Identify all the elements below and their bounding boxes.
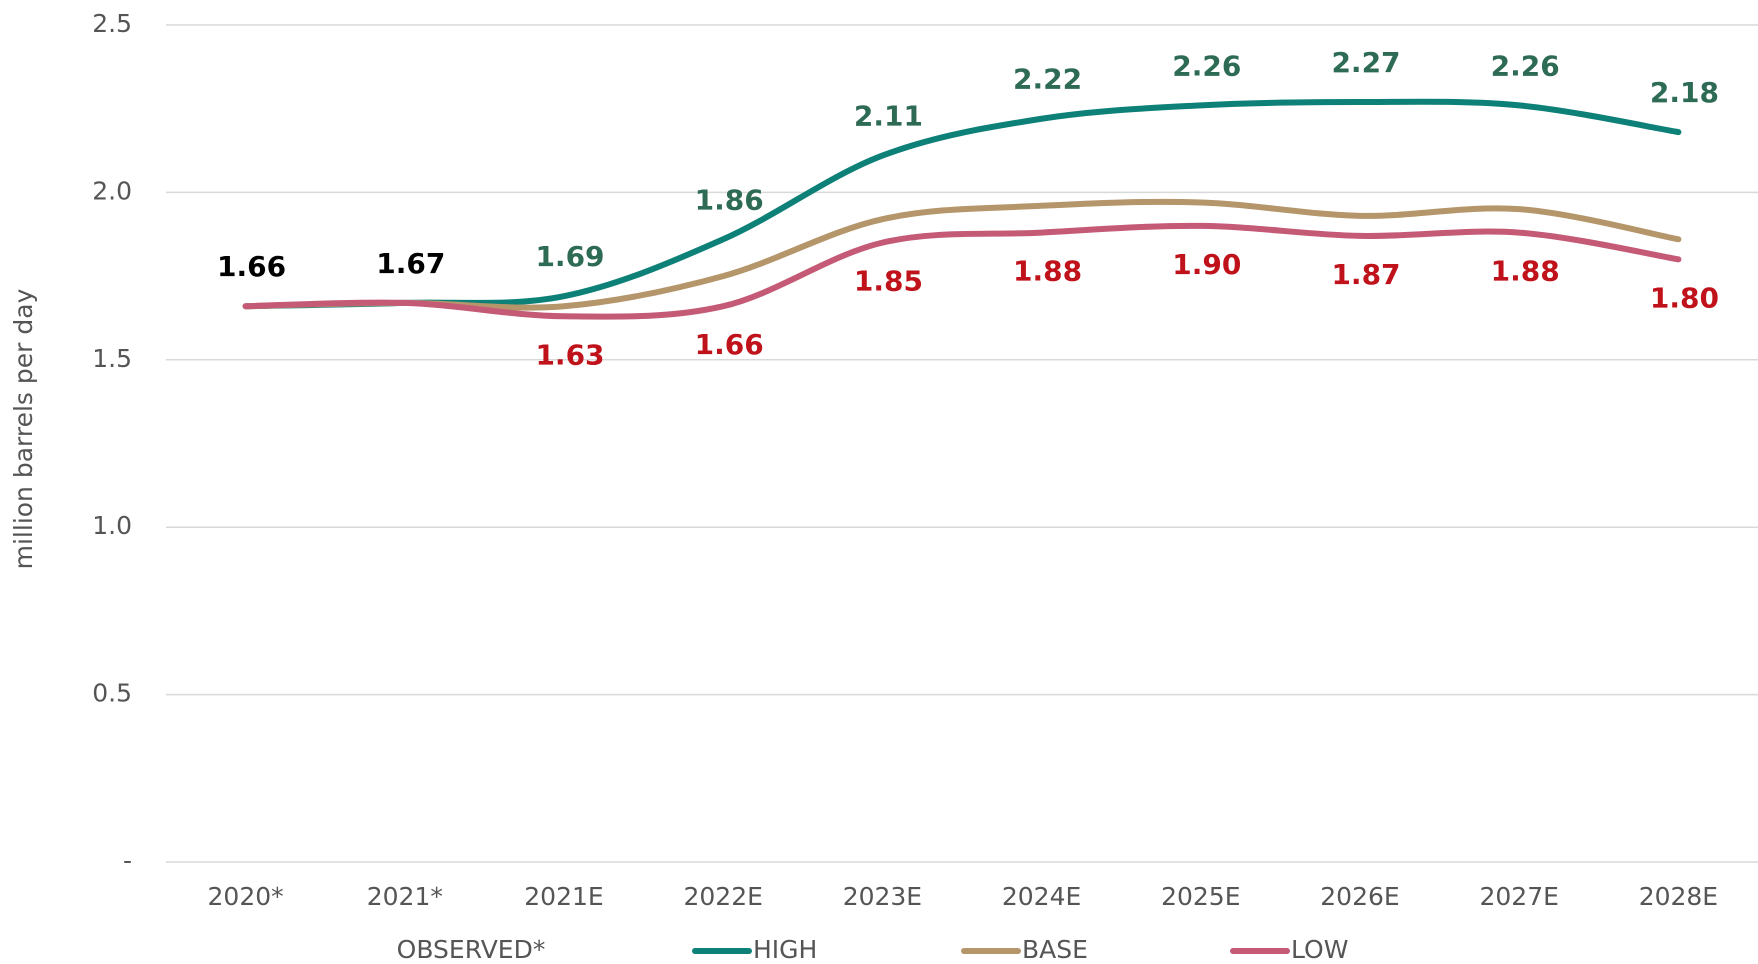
data-label: 1.66 [695, 328, 764, 361]
y-axis-label: million barrels per day [9, 288, 38, 569]
x-tick-label: 2022E [683, 882, 762, 911]
data-label: 1.80 [1650, 281, 1719, 314]
data-label: 2.11 [854, 100, 923, 133]
data-label: 1.88 [1013, 255, 1082, 288]
data-label: 1.86 [695, 183, 764, 216]
data-label: 2.18 [1650, 76, 1719, 109]
legend-label: LOW [1291, 935, 1348, 964]
data-label: 1.87 [1331, 258, 1400, 291]
data-label: 2.26 [1172, 49, 1241, 82]
x-tick-label: 2020* [208, 882, 284, 911]
data-label: 1.90 [1172, 248, 1241, 281]
x-tick-label: 2028E [1639, 882, 1718, 911]
y-tick-label: 1.0 [92, 511, 132, 540]
data-label: 2.22 [1013, 63, 1082, 96]
data-label: 1.85 [854, 265, 923, 298]
x-tick-label: 2025E [1161, 882, 1240, 911]
y-tick-label: 0.5 [92, 679, 132, 708]
y-tick-label: 2.5 [92, 9, 132, 38]
y-tick-label: - [123, 846, 132, 875]
legend-label: OBSERVED* [397, 935, 546, 964]
x-tick-label: 2021E [524, 882, 603, 911]
data-label: 1.63 [535, 338, 604, 371]
series-line [242, 98, 1682, 310]
y-tick-label: 1.5 [92, 344, 132, 373]
series-line [242, 222, 1682, 320]
legend-label: BASE [1022, 935, 1088, 964]
x-tick-label: 2021* [367, 882, 443, 911]
legend-label: HIGH [753, 935, 817, 964]
data-label: 2.26 [1491, 49, 1560, 82]
data-label: 2.27 [1331, 46, 1400, 79]
x-tick-label: 2024E [1002, 882, 1081, 911]
x-tick-label: 2027E [1479, 882, 1558, 911]
y-tick-label: 2.0 [92, 176, 132, 205]
series-line [242, 198, 1682, 311]
data-label: 1.66 [217, 250, 286, 283]
x-tick-label: 2023E [843, 882, 922, 911]
data-label: 1.69 [535, 240, 604, 273]
data-label: 1.67 [376, 247, 445, 280]
data-label: 1.88 [1491, 255, 1560, 288]
x-tick-label: 2026E [1320, 882, 1399, 911]
